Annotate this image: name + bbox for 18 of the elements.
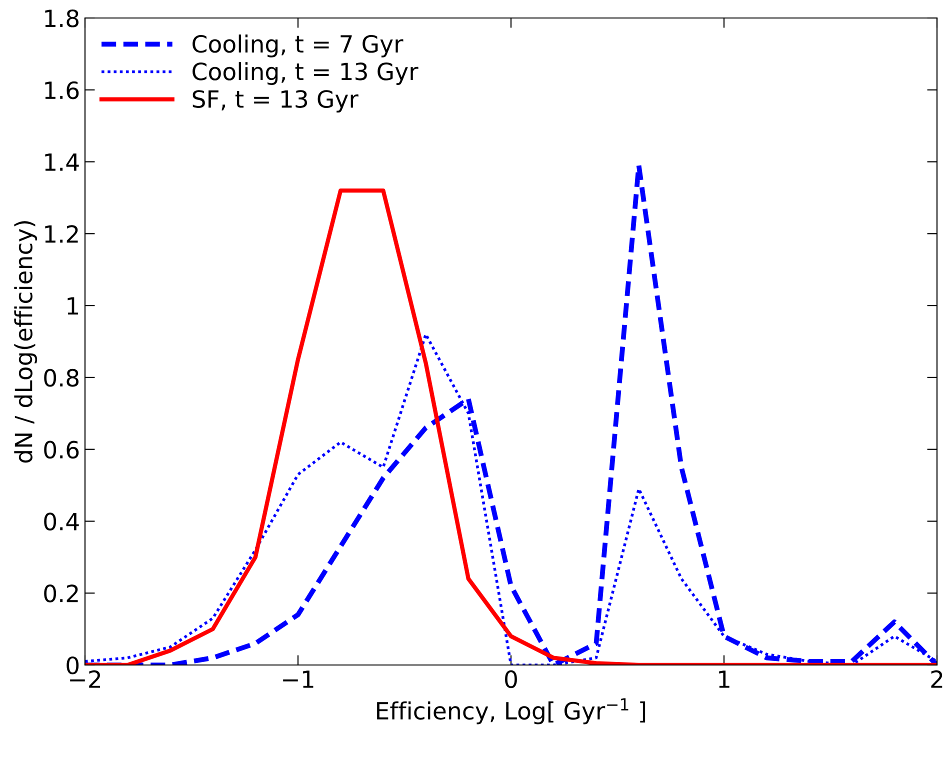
y-tick-label: 1.4 xyxy=(45,154,79,171)
y-tick-label: 0.2 xyxy=(44,584,78,602)
y-tick-label: 0.4 xyxy=(44,512,79,531)
x-tick-label: 1 xyxy=(719,670,730,688)
y-tick-label: 1 xyxy=(68,297,78,315)
x-tick-label: −1 xyxy=(283,670,314,688)
y-tick-label: 0.6 xyxy=(44,440,79,459)
x-tick-label: 2 xyxy=(931,670,942,688)
y-axis-title: dN / dLog(efficiency) xyxy=(14,221,38,463)
y-tick-label: 1.2 xyxy=(45,225,78,243)
legend-label: Cooling, t = 7 Gyr xyxy=(192,34,404,58)
y-tick-label: 1.6 xyxy=(45,81,79,100)
legend-label: Cooling, t = 13 Gyr xyxy=(192,62,418,85)
x-axis-title: Efficiency, Log[ Gyr$^{−1}$ ] xyxy=(377,698,646,724)
legend-label: SF, t = 13 Gyr xyxy=(192,90,358,113)
y-tick-label: 0.8 xyxy=(44,368,79,387)
y-tick-label: 1.8 xyxy=(45,9,79,28)
x-tick-label: 0 xyxy=(505,670,517,688)
